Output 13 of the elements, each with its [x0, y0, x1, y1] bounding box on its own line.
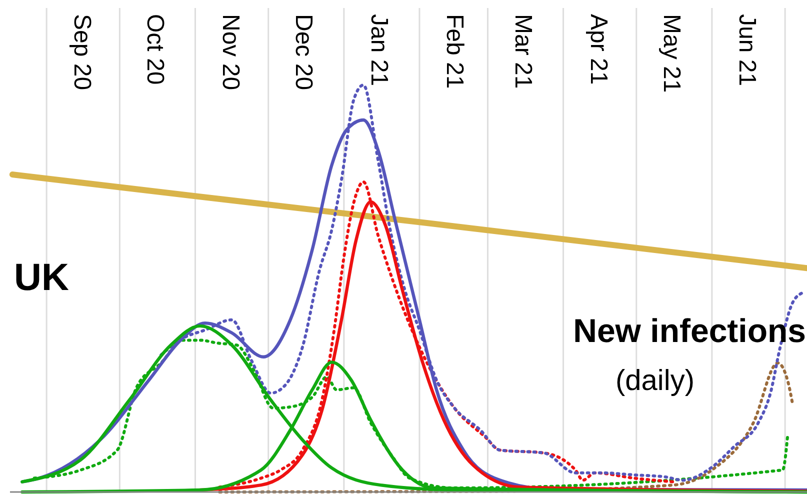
x-tick-label: Oct 20 — [141, 14, 168, 85]
x-tick-label: Jan 21 — [366, 14, 393, 86]
annotation: New infections — [573, 312, 806, 349]
x-tick-label: Feb 21 — [441, 14, 468, 89]
x-tick-label: Apr 21 — [585, 14, 612, 85]
annotation: (daily) — [616, 365, 694, 397]
x-tick-label: Dec 20 — [290, 14, 318, 90]
x-tick-label: May 21 — [658, 14, 686, 93]
x-tick-label: Jun 21 — [734, 14, 761, 86]
x-tick-label: Sep 20 — [68, 14, 96, 90]
x-tick-label: Mar 21 — [509, 14, 536, 89]
annotation: UK — [14, 257, 70, 299]
x-tick-label: Nov 20 — [217, 14, 244, 90]
